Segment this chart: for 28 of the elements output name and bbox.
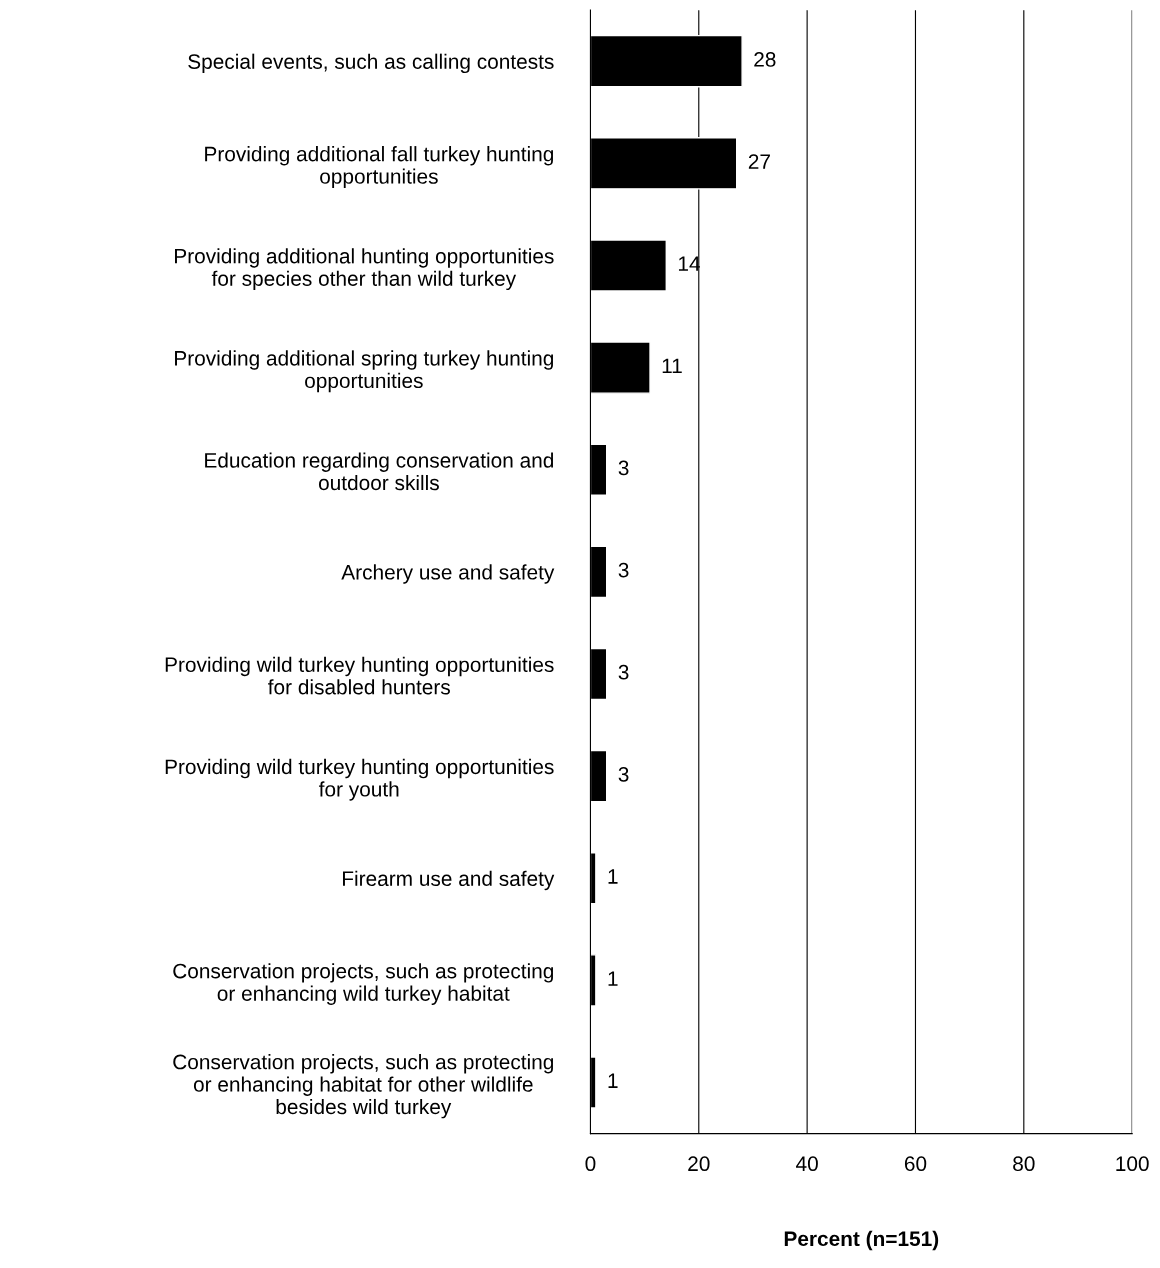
data-label: 28 bbox=[754, 52, 776, 67]
y-tick-label: Special events, such as calling contests bbox=[188, 53, 554, 74]
data-label: 3 bbox=[618, 562, 629, 578]
data-label: 1 bbox=[608, 869, 618, 884]
data-label: 1 bbox=[608, 971, 618, 986]
y-tick-label: Conservation projects, such as protecting or enhancing habitat for other wildlife besides wild turkey bbox=[173, 1054, 554, 1119]
y-tick-label: Providing additional spring turkey hunting opportunities bbox=[175, 350, 554, 393]
y-tick-label: Providing additional hunting opportunities for species other than wild turkey bbox=[175, 248, 554, 291]
data-label: 11 bbox=[662, 358, 682, 373]
x-tick-label: 100 bbox=[1116, 1156, 1149, 1172]
y-tick-label: Providing additional fall turkey hunting opportunities bbox=[205, 146, 554, 188]
y-tick-label: Conservation projects, such as protecting or enhancing wild turkey habitat bbox=[173, 963, 554, 1005]
data-label: 3 bbox=[618, 766, 629, 782]
data-label: 1 bbox=[608, 1073, 618, 1088]
x-axis-title: Percent (n=151) bbox=[784, 1230, 939, 1251]
y-tick-label: Education regarding conservation and outdoor skills bbox=[205, 452, 554, 491]
y-tick-label: Providing wild turkey hunting opportunities for youth bbox=[165, 758, 554, 801]
y-tick-label: Archery use and safety bbox=[341, 564, 555, 584]
x-tick-label: 0 bbox=[585, 1156, 596, 1172]
data-label: 27 bbox=[748, 154, 770, 169]
data-label: 3 bbox=[618, 460, 629, 476]
data-label: 3 bbox=[618, 664, 629, 680]
y-tick-label: Firearm use and safety bbox=[343, 870, 555, 891]
x-tick-label: 60 bbox=[904, 1156, 927, 1172]
x-tick-label: 40 bbox=[796, 1156, 818, 1172]
x-tick-label: 80 bbox=[1013, 1156, 1035, 1172]
x-tick-label: 20 bbox=[688, 1156, 710, 1172]
y-tick-label: Providing wild turkey hunting opportunities for disabled hunters bbox=[165, 656, 554, 695]
